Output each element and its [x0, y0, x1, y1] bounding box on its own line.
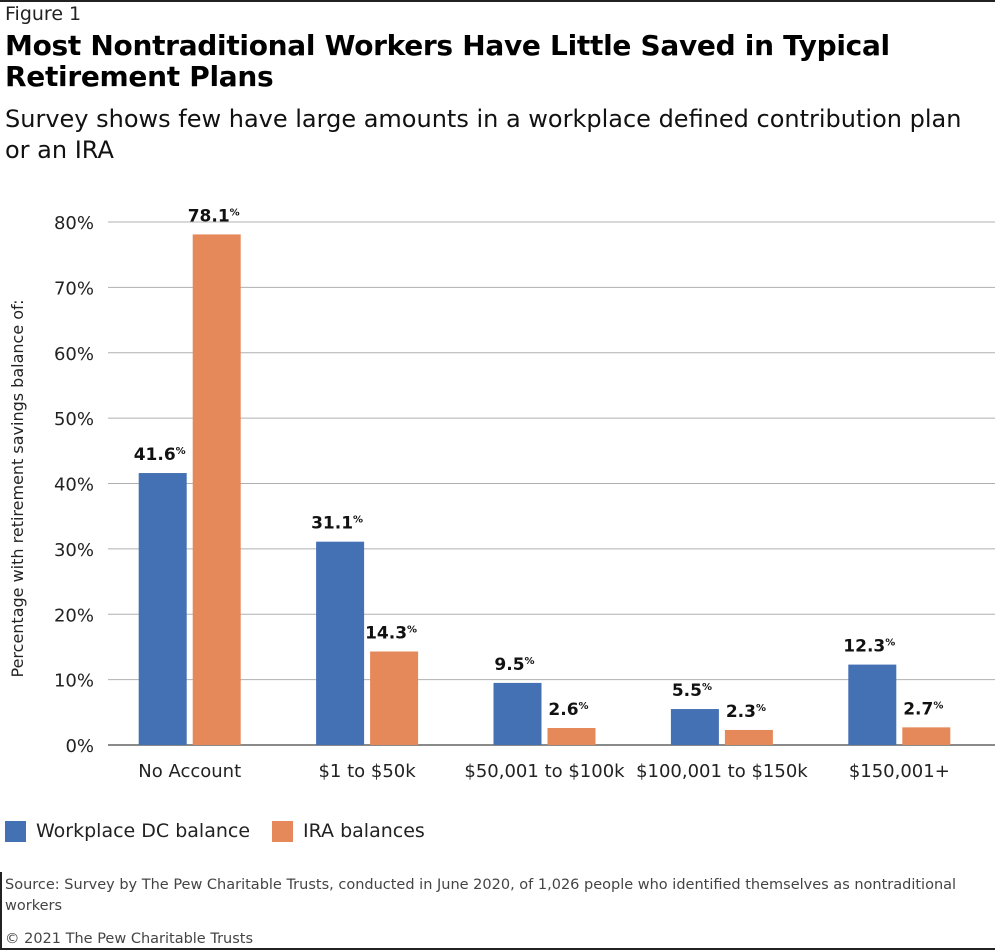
data-label: 12.3% [843, 637, 895, 657]
data-label-unit: % [353, 515, 363, 526]
bottom-rule [0, 948, 995, 950]
data-label: 9.5% [494, 655, 534, 675]
legend-label-dc: Workplace DC balance [36, 820, 251, 842]
data-label-unit: % [756, 703, 766, 714]
data-label: 2.3% [726, 702, 766, 722]
data-label: 2.7% [903, 699, 943, 719]
data-label: 14.3% [365, 624, 417, 644]
x-tick-label: $100,001 to $150k [636, 761, 808, 782]
bar [370, 651, 419, 745]
data-label-unit: % [525, 656, 535, 667]
data-label: 2.6% [548, 700, 588, 720]
x-tick-label: No Account [138, 761, 241, 782]
legend-item-dc: Workplace DC balance [5, 820, 250, 842]
chart-legend: Workplace DC balance IRA balances [5, 820, 447, 842]
y-tick-label: 20% [54, 605, 94, 626]
chart-subtitle: Survey shows few have large amounts in a… [5, 105, 962, 164]
legend-swatch-dc [5, 820, 26, 842]
data-label: 41.6% [134, 445, 186, 465]
bar [493, 682, 542, 745]
bar [547, 728, 596, 745]
x-tick-label: $150,001+ [849, 761, 950, 782]
bar [670, 709, 719, 745]
y-axis-label: Percentage with retirement savings balan… [8, 299, 27, 677]
bar [724, 729, 773, 745]
data-label: 5.5% [672, 681, 712, 701]
x-tick-label: $1 to $50k [318, 761, 416, 782]
bar [192, 234, 241, 745]
bar [902, 727, 951, 745]
data-label: 78.1% [188, 206, 240, 226]
y-tick-label: 0% [65, 736, 94, 757]
chart-title: Most Nontraditional Workers Have Little … [5, 29, 890, 93]
y-tick-label: 50% [54, 409, 94, 430]
data-label-unit: % [230, 207, 240, 218]
y-tick-label: 30% [54, 540, 94, 561]
y-tick-label: 60% [54, 344, 94, 365]
legend-label-ira: IRA balances [303, 820, 425, 842]
y-tick-label: 70% [54, 278, 94, 299]
source-block: Source: Survey by The Pew Charitable Tru… [0, 872, 995, 950]
copyright-note: © 2021 The Pew Charitable Trusts [5, 931, 254, 947]
y-tick-label: 80% [54, 213, 94, 234]
legend-swatch-ira [272, 820, 294, 842]
source-note: Source: Survey by The Pew Charitable Tru… [5, 877, 957, 914]
bar [848, 664, 897, 745]
data-label-unit: % [176, 446, 186, 457]
data-label: 31.1% [311, 514, 363, 534]
x-tick-label: $50,001 to $100k [464, 761, 625, 782]
data-label-unit: % [885, 638, 895, 649]
bar [316, 541, 365, 745]
data-label-unit: % [933, 700, 943, 711]
data-label-unit: % [702, 682, 712, 693]
data-label-unit: % [579, 701, 589, 712]
figure-label: Figure 1 [5, 3, 82, 25]
bar [138, 473, 187, 745]
y-tick-label: 10% [54, 671, 94, 692]
legend-item-ira: IRA balances [272, 820, 425, 842]
bar-chart: 0% 10% 20% 30% 40% 50% 60% 70% 80% Percentage wit… [8, 206, 995, 782]
y-tick-label: 40% [54, 475, 94, 496]
data-label-unit: % [407, 625, 417, 636]
top-rule [0, 0, 995, 2]
